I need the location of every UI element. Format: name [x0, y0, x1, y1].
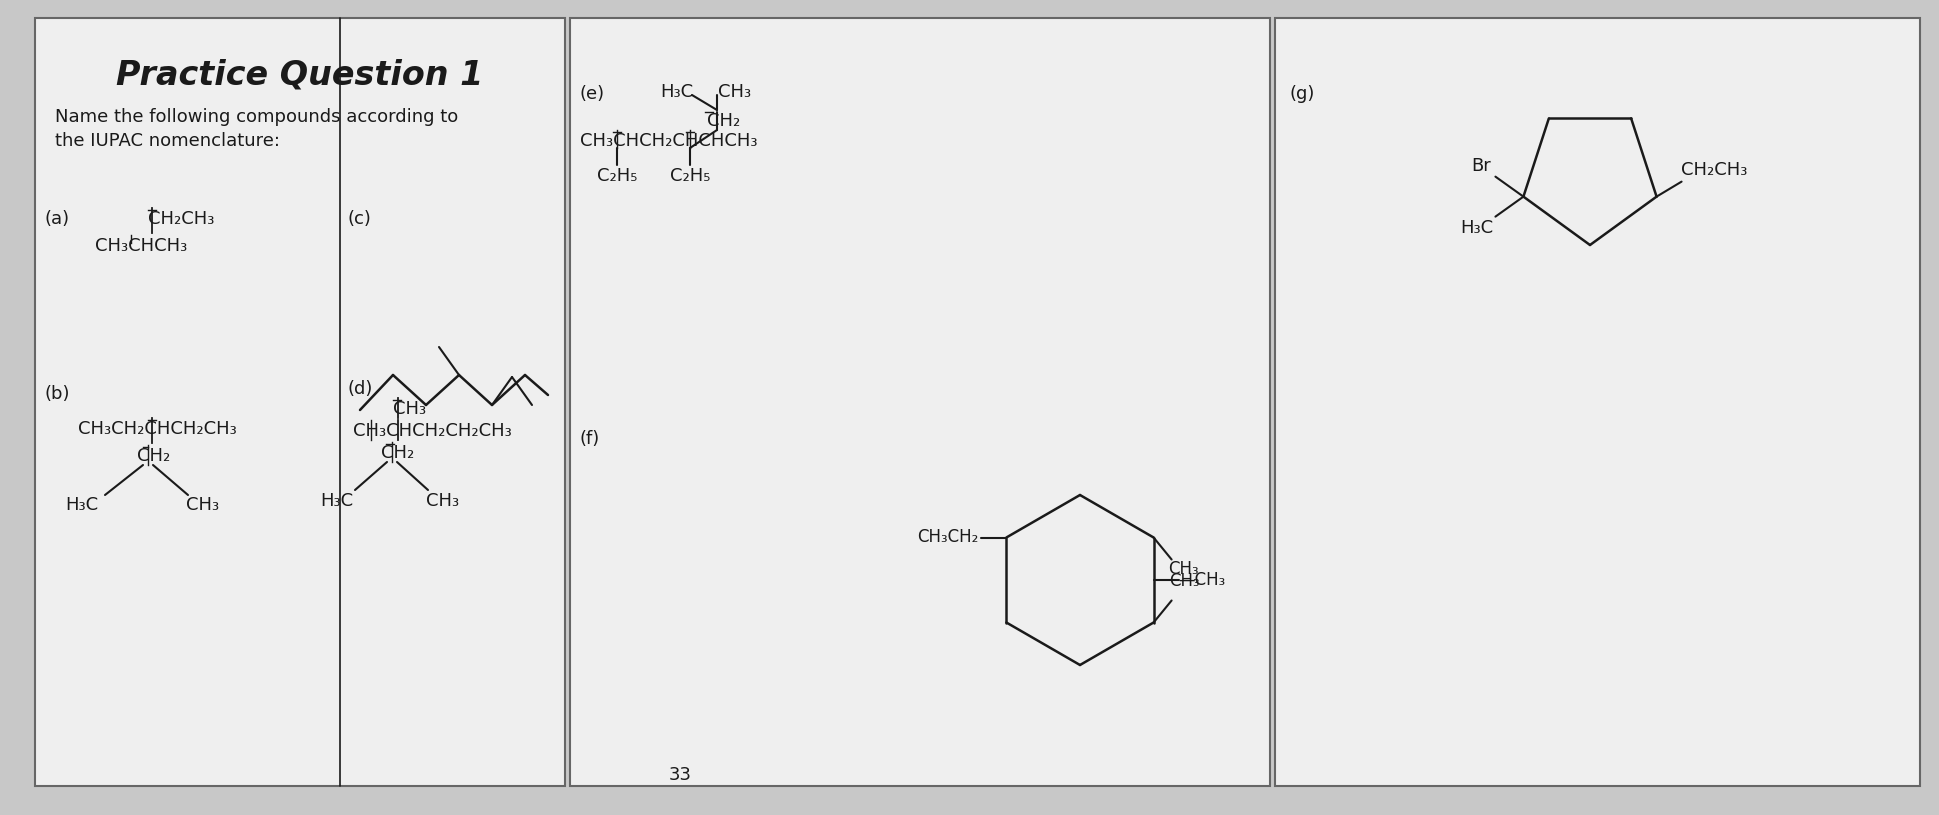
Bar	[570, 18, 1270, 786]
Text: H₃C: H₃C	[320, 492, 353, 510]
Text: Practice Question 1: Practice Question 1	[116, 58, 483, 91]
Text: H₃C: H₃C	[1460, 218, 1493, 236]
Text: (a): (a)	[45, 210, 70, 228]
Bar	[1274, 18, 1920, 786]
Text: Br: Br	[1472, 156, 1491, 174]
Text: CH₃: CH₃	[186, 496, 219, 514]
Text: (g): (g)	[1289, 85, 1315, 103]
Text: C₂H₅: C₂H₅	[669, 167, 710, 185]
Text: Name the following compounds according to: Name the following compounds according t…	[54, 108, 458, 126]
Text: CH₂: CH₂	[380, 444, 415, 462]
Text: H₃C: H₃C	[659, 83, 692, 101]
Text: —CH₃: —CH₃	[1179, 571, 1225, 589]
Text: CH₃CHCH₂CH₂CH₃: CH₃CHCH₂CH₂CH₃	[353, 422, 512, 440]
Text: 33: 33	[669, 766, 690, 784]
Text: (e): (e)	[580, 85, 605, 103]
Text: CH₃: CH₃	[394, 400, 427, 418]
Text: the IUPAC nomenclature:: the IUPAC nomenclature:	[54, 132, 279, 150]
Text: CH₃: CH₃	[427, 492, 460, 510]
Text: CH₃CH₂: CH₃CH₂	[917, 528, 977, 547]
Text: CH₃: CH₃	[717, 83, 750, 101]
Text: C₂H₅: C₂H₅	[597, 167, 638, 185]
Text: CH₂CH₃: CH₂CH₃	[147, 210, 215, 228]
Text: (d): (d)	[347, 380, 372, 398]
Text: CH₃: CH₃	[1169, 572, 1200, 591]
Text: CH₃CHCH₂CHCHCH₃: CH₃CHCH₂CHCHCH₃	[580, 132, 756, 150]
Text: CH₂CH₃: CH₂CH₃	[1679, 161, 1745, 178]
Text: CH₂: CH₂	[138, 447, 171, 465]
Text: (b): (b)	[45, 385, 70, 403]
Text: (f): (f)	[580, 430, 599, 448]
Text: CH₃CH₂CHCH₂CH₃: CH₃CH₂CHCH₂CH₃	[78, 420, 237, 438]
Text: CH₃: CH₃	[1167, 560, 1198, 578]
Bar	[35, 18, 564, 786]
Text: CH₃CHCH₃: CH₃CHCH₃	[95, 237, 188, 255]
Text: H₃C: H₃C	[66, 496, 99, 514]
Text: (c): (c)	[347, 210, 372, 228]
Text: CH₂: CH₂	[706, 112, 741, 130]
